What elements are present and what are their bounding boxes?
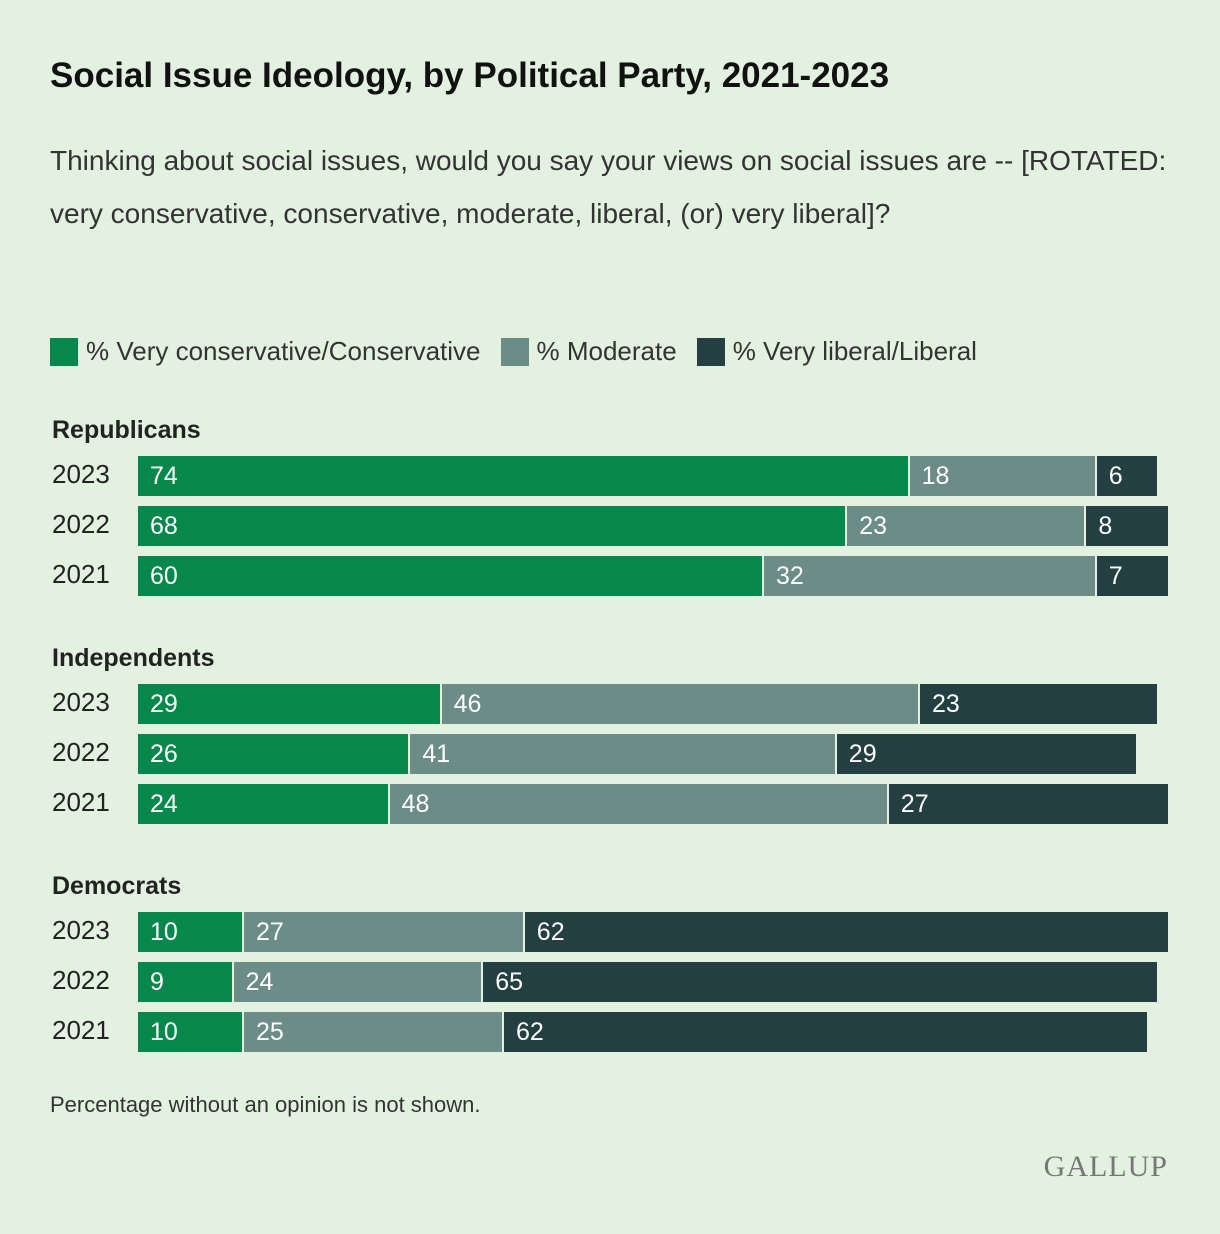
data-label: 23 <box>932 690 960 718</box>
data-label: 29 <box>848 740 877 768</box>
legend: % Very conservative/Conservative % Moder… <box>50 336 977 367</box>
data-label: 23 <box>859 512 887 540</box>
data-label: 25 <box>256 1018 284 1046</box>
legend-swatch-conservative <box>50 337 78 366</box>
footnote: Percentage without an opinion is not sho… <box>50 1092 481 1117</box>
data-label: 27 <box>900 790 929 818</box>
bar-segment-liberal <box>888 784 1168 824</box>
bar-segment-moderate <box>847 506 1085 546</box>
data-label: 10 <box>150 918 178 946</box>
legend-label: % Very conservative/Conservative <box>86 336 481 366</box>
bar-segment-liberal <box>920 684 1158 724</box>
bar-segment-moderate <box>244 912 523 952</box>
year-label: 2023 <box>52 687 110 717</box>
bar-segment-liberal <box>1096 456 1158 496</box>
year-label: 2021 <box>52 559 110 589</box>
group-label-independents: Independents <box>52 644 215 672</box>
data-label: 60 <box>150 562 178 590</box>
bar-segment-conservative <box>138 734 409 774</box>
data-label: 62 <box>516 1018 544 1046</box>
data-label: 7 <box>1108 562 1123 590</box>
legend-swatch-liberal <box>696 337 725 366</box>
bar-segment-moderate <box>441 684 918 724</box>
chart-subtitle: Thinking about social issues, would you … <box>50 145 1167 229</box>
data-label: 29 <box>150 690 178 718</box>
bar-segment-moderate <box>233 962 482 1002</box>
data-label: 32 <box>776 562 804 590</box>
bar-segment-liberal <box>1086 506 1168 546</box>
data-label: 24 <box>245 968 274 996</box>
bar-segment-conservative <box>138 556 762 596</box>
bar-segment-conservative <box>138 784 388 824</box>
data-label: 27 <box>256 918 284 946</box>
bar-segment-conservative <box>138 506 846 546</box>
year-label: 2021 <box>52 1015 110 1045</box>
bar-segment-moderate <box>909 456 1095 496</box>
data-label: 9 <box>150 968 164 996</box>
legend-label: % Very liberal/Liberal <box>732 336 977 366</box>
data-label: 8 <box>1098 512 1113 540</box>
data-label: 41 <box>422 740 451 768</box>
legend-label: % Moderate <box>536 336 677 366</box>
year-label: 2022 <box>52 965 110 995</box>
bar-segment-moderate <box>764 556 1095 596</box>
legend-swatch-moderate <box>500 337 529 366</box>
bar-segment-moderate <box>389 784 887 824</box>
legend-item-moderate: % Moderate <box>500 336 677 367</box>
data-label: 62 <box>536 918 565 946</box>
data-label: 48 <box>401 790 430 818</box>
year-label: 2023 <box>52 459 110 489</box>
data-label: 6 <box>1108 462 1123 490</box>
bar-segment-liberal <box>524 912 1168 952</box>
gallup-logo: GALLUP <box>1043 1150 1168 1183</box>
bar-segment-conservative <box>138 912 242 952</box>
bar-segment-liberal <box>504 1012 1147 1052</box>
data-label: 74 <box>150 462 178 490</box>
bar-segment-conservative <box>138 962 232 1002</box>
year-label: 2022 <box>52 509 110 539</box>
bar-segment-liberal <box>1096 556 1168 596</box>
legend-item-liberal: % Very liberal/Liberal <box>696 336 977 367</box>
chart-title: Social Issue Ideology, by Political Part… <box>50 56 890 95</box>
data-label: 65 <box>495 968 523 996</box>
year-label: 2023 <box>52 915 110 945</box>
bar-segment-liberal <box>483 962 1158 1002</box>
data-label: 18 <box>921 462 950 490</box>
bar-segment-conservative <box>138 684 440 724</box>
data-label: 68 <box>150 512 178 540</box>
bar-segment-moderate <box>244 1012 502 1052</box>
year-label: 2022 <box>52 737 110 767</box>
data-label: 26 <box>150 740 178 768</box>
bar-segment-conservative <box>138 456 908 496</box>
bar-segment-conservative <box>138 1012 242 1052</box>
data-label: 24 <box>150 790 178 818</box>
bar-segment-moderate <box>410 734 835 774</box>
data-label: 46 <box>453 690 482 718</box>
year-label: 2021 <box>52 787 110 817</box>
bar-segment-liberal <box>836 734 1137 774</box>
group-label-republicans: Republicans <box>52 416 201 444</box>
group-label-democrats: Democrats <box>52 872 182 900</box>
legend-item-conservative: % Very conservative/Conservative <box>50 336 481 367</box>
data-label: 10 <box>150 1018 178 1046</box>
